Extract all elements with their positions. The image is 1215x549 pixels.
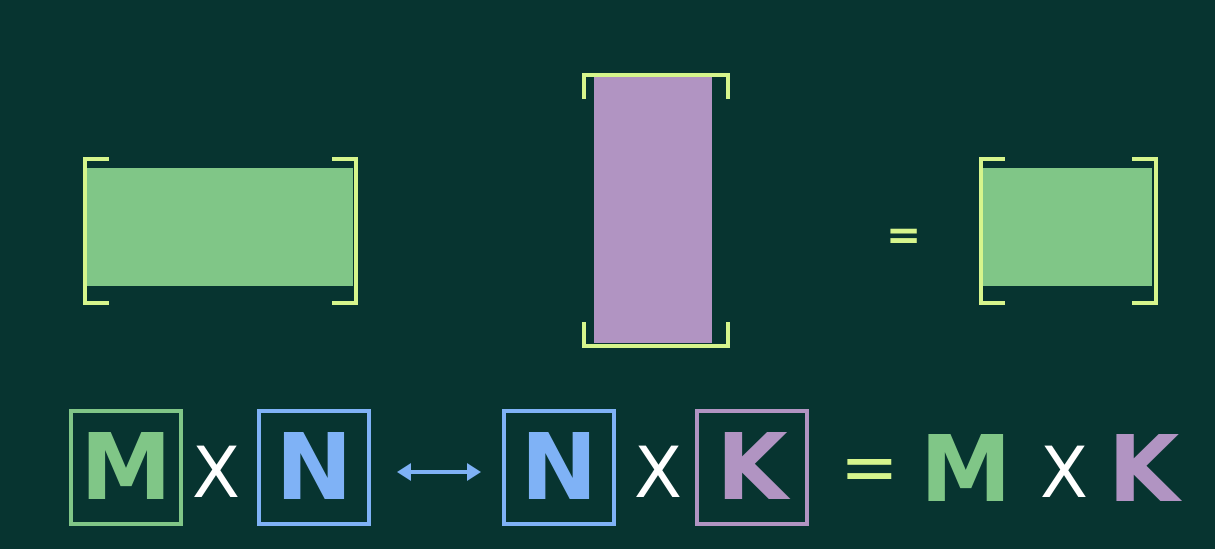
matrix-a-bracket-tl: [83, 157, 109, 305]
dimension-m-label: M: [80, 413, 172, 521]
matrix-c-bracket-left: [979, 157, 1005, 305]
dimension-n-box-a: N: [257, 409, 371, 526]
matrix-c-bracket-right: [1132, 157, 1158, 305]
dimension-n-label-a: N: [275, 413, 353, 521]
equals-sign: =: [840, 426, 899, 508]
times-sign-2: X: [634, 432, 682, 514]
dimension-n-label-b: N: [520, 413, 598, 521]
times-sign-1: X: [192, 432, 240, 514]
matrix-b-bracket-right: [582, 322, 730, 348]
dimension-k-box: K: [695, 409, 809, 526]
top-equals-sign: =: [886, 210, 922, 259]
times-sign-3: X: [1040, 432, 1088, 514]
dimension-n-box-b: N: [502, 409, 616, 526]
matrix-a-bracket-tr: [332, 157, 358, 305]
matrix-a-fill: [86, 168, 353, 286]
dimension-m-box: M: [69, 409, 183, 526]
dimension-k-label: K: [716, 413, 788, 521]
result-k-label: K: [1108, 416, 1180, 523]
matrix-c-fill: [982, 168, 1152, 286]
matrix-b-fill: [594, 77, 712, 343]
result-m-label: M: [920, 416, 1012, 523]
matrix-b-bracket-left: [582, 73, 730, 99]
double-arrow-icon: [397, 463, 481, 481]
